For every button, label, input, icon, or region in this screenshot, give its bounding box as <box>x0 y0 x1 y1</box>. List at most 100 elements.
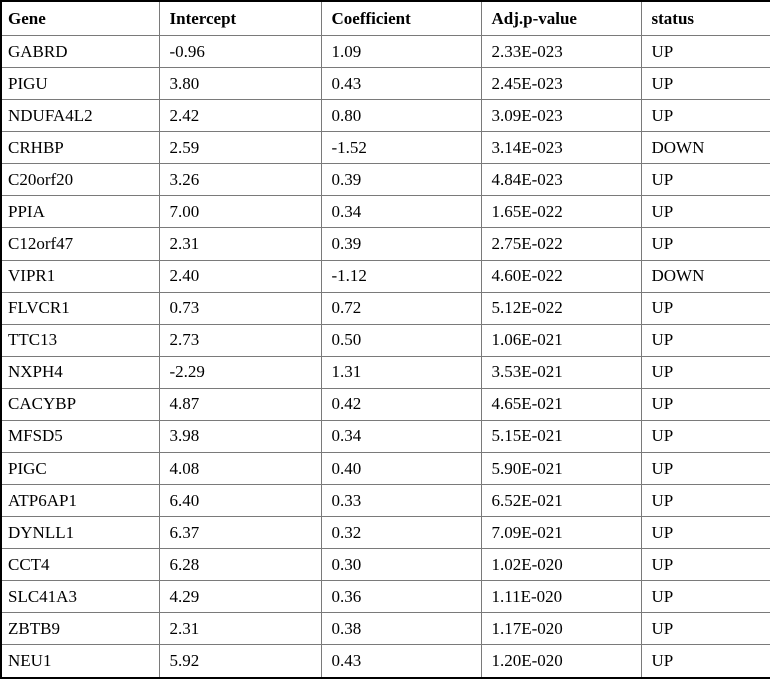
cell-coefficient: 0.30 <box>320 548 482 582</box>
cell-status: UP <box>640 548 770 582</box>
cell-intercept: -0.96 <box>158 34 322 69</box>
cell-intercept: 6.37 <box>158 516 322 550</box>
table-row: GABRD -0.96 1.09 2.33E-023 UP <box>0 34 770 69</box>
cell-intercept: 3.26 <box>158 163 322 197</box>
cell-status: UP <box>640 67 770 101</box>
cell-adj-p-value: 1.02E-020 <box>480 548 642 582</box>
cell-coefficient: 0.42 <box>320 387 482 421</box>
cell-intercept: 2.42 <box>158 99 322 133</box>
cell-intercept: 2.31 <box>158 227 322 261</box>
cell-status: UP <box>640 387 770 421</box>
table-row: NEU1 5.92 0.43 1.20E-020 UP <box>0 644 770 679</box>
cell-intercept: 4.87 <box>158 387 322 421</box>
cell-coefficient: 0.32 <box>320 516 482 550</box>
cell-status: UP <box>640 291 770 325</box>
table-row: ZBTB9 2.31 0.38 1.17E-020 UP <box>0 612 770 646</box>
table-row: CRHBP 2.59 -1.52 3.14E-023 DOWN <box>0 131 770 165</box>
cell-status: UP <box>640 99 770 133</box>
cell-status: UP <box>640 516 770 550</box>
cell-status: UP <box>640 227 770 261</box>
cell-coefficient: 1.31 <box>320 355 482 389</box>
column-header-intercept: Intercept <box>158 0 322 36</box>
cell-adj-p-value: 5.12E-022 <box>480 291 642 325</box>
table-row: C20orf20 3.26 0.39 4.84E-023 UP <box>0 163 770 197</box>
cell-gene: DYNLL1 <box>0 516 160 550</box>
cell-coefficient: 0.33 <box>320 484 482 518</box>
cell-coefficient: 0.50 <box>320 323 482 357</box>
cell-gene: PIGU <box>0 67 160 101</box>
cell-coefficient: 0.34 <box>320 419 482 454</box>
cell-gene: PIGC <box>0 452 160 486</box>
cell-status: DOWN <box>640 131 770 165</box>
cell-adj-p-value: 1.20E-020 <box>480 644 642 679</box>
cell-adj-p-value: 2.45E-023 <box>480 67 642 101</box>
table-row: PPIA 7.00 0.34 1.65E-022 UP <box>0 195 770 229</box>
cell-gene: PPIA <box>0 195 160 229</box>
cell-adj-p-value: 3.53E-021 <box>480 355 642 389</box>
cell-status: UP <box>640 355 770 389</box>
table-row: MFSD5 3.98 0.34 5.15E-021 UP <box>0 419 770 454</box>
cell-gene: VIPR1 <box>0 259 160 293</box>
table-row: NXPH4 -2.29 1.31 3.53E-021 UP <box>0 355 770 389</box>
cell-coefficient: 0.43 <box>320 644 482 679</box>
cell-status: UP <box>640 163 770 197</box>
column-header-status: status <box>640 0 770 36</box>
cell-intercept: 2.73 <box>158 323 322 357</box>
cell-coefficient: 0.80 <box>320 99 482 133</box>
cell-gene: NXPH4 <box>0 355 160 389</box>
cell-gene: MFSD5 <box>0 419 160 454</box>
cell-coefficient: 0.39 <box>320 163 482 197</box>
cell-adj-p-value: 4.60E-022 <box>480 259 642 293</box>
cell-intercept: 3.98 <box>158 419 322 454</box>
column-header-coefficient: Coefficient <box>320 0 482 36</box>
cell-coefficient: 0.34 <box>320 195 482 229</box>
cell-intercept: 2.31 <box>158 612 322 646</box>
cell-status: UP <box>640 612 770 646</box>
cell-gene: FLVCR1 <box>0 291 160 325</box>
cell-coefficient: 0.39 <box>320 227 482 261</box>
header-row: Gene Intercept Coefficient Adj.p-value s… <box>0 0 770 36</box>
cell-status: UP <box>640 34 770 69</box>
cell-status: UP <box>640 452 770 486</box>
cell-intercept: 6.28 <box>158 548 322 582</box>
cell-intercept: 4.08 <box>158 452 322 486</box>
cell-gene: ATP6AP1 <box>0 484 160 518</box>
table-row: CCT4 6.28 0.30 1.02E-020 UP <box>0 548 770 582</box>
cell-gene: NEU1 <box>0 644 160 679</box>
cell-coefficient: -1.52 <box>320 131 482 165</box>
cell-adj-p-value: 1.11E-020 <box>480 580 642 614</box>
cell-adj-p-value: 4.84E-023 <box>480 163 642 197</box>
cell-intercept: 0.73 <box>158 291 322 325</box>
cell-intercept: 2.40 <box>158 259 322 293</box>
cell-adj-p-value: 7.09E-021 <box>480 516 642 550</box>
cell-coefficient: 0.38 <box>320 612 482 646</box>
cell-gene: ZBTB9 <box>0 612 160 646</box>
cell-status: UP <box>640 195 770 229</box>
table-body: GABRD -0.96 1.09 2.33E-023 UP PIGU 3.80 0.43 2.4… <box>0 34 770 679</box>
cell-intercept: 3.80 <box>158 67 322 101</box>
cell-intercept: 7.00 <box>158 195 322 229</box>
cell-adj-p-value: 1.06E-021 <box>480 323 642 357</box>
cell-adj-p-value: 6.52E-021 <box>480 484 642 518</box>
cell-coefficient: 0.43 <box>320 67 482 101</box>
cell-gene: C12orf47 <box>0 227 160 261</box>
table-row: FLVCR1 0.73 0.72 5.12E-022 UP <box>0 291 770 325</box>
cell-adj-p-value: 5.15E-021 <box>480 419 642 454</box>
table-row: PIGC 4.08 0.40 5.90E-021 UP <box>0 452 770 486</box>
cell-coefficient: 0.36 <box>320 580 482 614</box>
cell-gene: TTC13 <box>0 323 160 357</box>
cell-gene: GABRD <box>0 34 160 69</box>
cell-status: UP <box>640 484 770 518</box>
table-row: ATP6AP1 6.40 0.33 6.52E-021 UP <box>0 484 770 518</box>
cell-adj-p-value: 2.33E-023 <box>480 34 642 69</box>
cell-intercept: 6.40 <box>158 484 322 518</box>
cell-status: UP <box>640 644 770 679</box>
cell-adj-p-value: 2.75E-022 <box>480 227 642 261</box>
table-row: VIPR1 2.40 -1.12 4.60E-022 DOWN <box>0 259 770 293</box>
cell-adj-p-value: 3.09E-023 <box>480 99 642 133</box>
table-row: DYNLL1 6.37 0.32 7.09E-021 UP <box>0 516 770 550</box>
cell-status: UP <box>640 323 770 357</box>
cell-adj-p-value: 1.65E-022 <box>480 195 642 229</box>
cell-status: DOWN <box>640 259 770 293</box>
